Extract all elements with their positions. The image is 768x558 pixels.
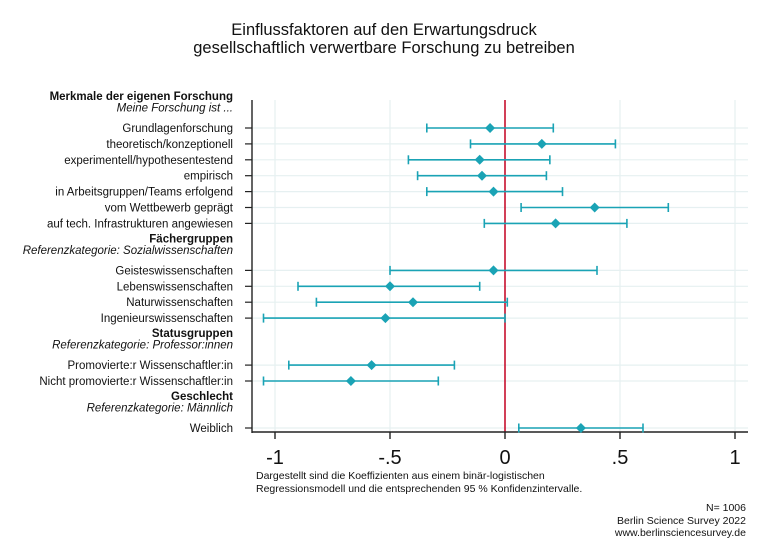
group-header: Fächergruppen [149, 233, 233, 245]
row-label: Grundlagenforschung [122, 123, 233, 135]
coefficient-point [477, 170, 487, 181]
x-tick-label: 0 [499, 447, 510, 469]
coefficient-point [485, 123, 496, 133]
row-label: Ingenieurswissenschaften [101, 313, 233, 325]
chart-note: Dargestellt sind die Koeffizienten aus e… [256, 470, 582, 495]
group-header: Merkmale der eigenen Forschung [50, 91, 233, 103]
row-label: vom Wettbewerb geprägt [105, 203, 234, 215]
coefficient-point [385, 281, 395, 292]
group-subheader: Referenzkategorie: Sozialwissenschaften [23, 245, 233, 257]
coefficient-point [474, 154, 485, 165]
row-label: Promovierte:r Wissenschaftler:in [67, 360, 233, 372]
row-label: Nicht promovierte:r Wissenschaftler:in [39, 376, 233, 388]
row-label: empirisch [184, 171, 233, 183]
row-label: Lebenswissenschaften [117, 281, 233, 293]
survey-name: Berlin Science Survey 2022 [617, 514, 746, 527]
coefficient-point [488, 186, 499, 197]
row-label: in Arbeitsgruppen/Teams erfolgend [55, 187, 233, 199]
coefficient-point [345, 376, 356, 386]
row-label: Geisteswissenschaften [115, 265, 233, 277]
x-tick-label: 1 [729, 447, 740, 469]
note-line-1: Dargestellt sind die Koeffizienten aus e… [256, 470, 545, 482]
coefficient-point [536, 138, 547, 149]
row-label: auf tech. Infrastrukturen angewiesen [47, 218, 233, 230]
source-info: N= 1006 Berlin Science Survey 2022 www.b… [615, 502, 746, 540]
coefficient-point [380, 313, 391, 324]
chart-title-line-2: gesellschaftlich verwertbare Forschung z… [193, 39, 575, 57]
row-label: Weiblich [190, 423, 233, 435]
coefficient-point [366, 360, 377, 371]
group-header: Geschlecht [171, 391, 233, 403]
group-subheader: Referenzkategorie: Professor:innen [52, 340, 233, 352]
coefficient-point [589, 202, 600, 213]
row-label: theoretisch/konzeptionell [106, 139, 233, 151]
survey-url: www.berlinsciencesurvey.de [614, 527, 746, 539]
group-header: Statusgruppen [152, 328, 233, 340]
coefficient-point [550, 218, 561, 229]
sample-size: N= 1006 [706, 502, 746, 514]
x-tick-label: -.5 [378, 447, 401, 469]
chart-title-line-1: Einflussfaktoren auf den Erwartungsdruck [231, 21, 537, 39]
x-tick-label: .5 [612, 447, 629, 469]
note-line-2: Regressionsmodell und die entsprechenden… [256, 482, 583, 495]
group-subheader: Referenzkategorie: Männlich [87, 403, 233, 415]
row-label: experimentell/hypothesentestend [64, 155, 233, 167]
coefficient-point [575, 423, 586, 433]
row-label: Naturwissenschaften [126, 297, 233, 309]
group-subheader: Meine Forschung ist ... [117, 103, 233, 115]
coefficient-point [488, 265, 499, 276]
x-tick-label: -1 [266, 447, 284, 469]
coefficient-point [408, 297, 418, 308]
